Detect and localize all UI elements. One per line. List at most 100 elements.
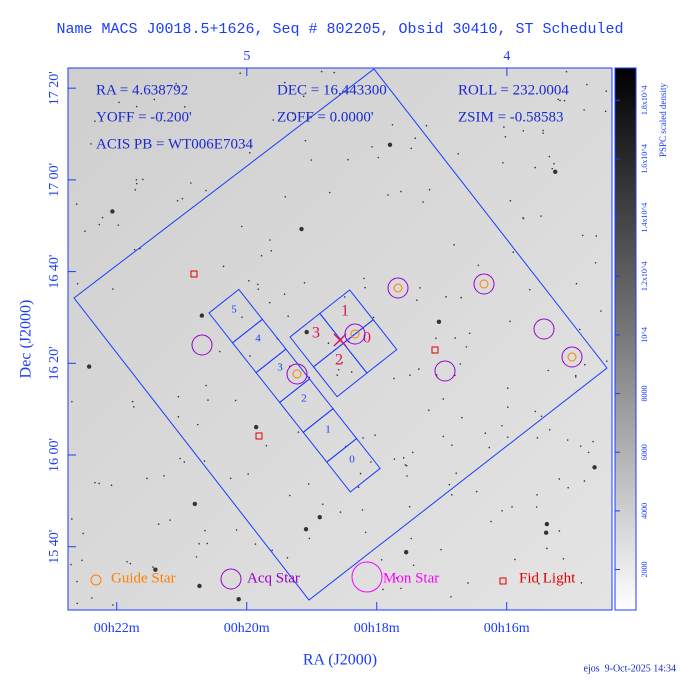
- star-dot: [419, 287, 421, 289]
- star-dot: [94, 120, 96, 122]
- star-dot: [157, 523, 160, 525]
- star-dot: [195, 556, 198, 558]
- star-dot: [509, 320, 511, 323]
- star-dot: [514, 558, 516, 561]
- star-dot: [75, 203, 78, 205]
- x-tick-label: 00h22m: [94, 621, 140, 636]
- star-dot: [292, 119, 295, 121]
- star-dot: [382, 588, 384, 591]
- star-dot: [414, 137, 417, 140]
- y-tick-label: 17 20': [47, 71, 62, 105]
- star-dot: [565, 70, 568, 73]
- star-dot: [445, 295, 447, 298]
- star-dot: [374, 434, 376, 436]
- x2-tick-label: 4: [503, 49, 510, 64]
- info-text: YOFF = -0.200': [96, 109, 192, 125]
- star-dot: [540, 215, 542, 217]
- star-dot: [553, 162, 555, 165]
- star-dot: [90, 143, 92, 145]
- star-dot: [112, 288, 114, 290]
- star-dot: [362, 437, 364, 439]
- star-dot: [179, 457, 181, 460]
- legend-label: Acq Star: [247, 570, 300, 586]
- star-dot: [442, 398, 445, 400]
- star-dot: [586, 83, 588, 86]
- star-dot: [592, 465, 597, 470]
- footer: ejos 9-Oct-2025 14:34: [584, 663, 677, 674]
- star-dot: [587, 451, 590, 454]
- star-dot: [528, 288, 531, 291]
- star-dot: [425, 124, 428, 127]
- star-dot: [328, 191, 331, 194]
- info-text: ROLL = 232.0004: [458, 82, 569, 98]
- star-dot: [206, 542, 209, 545]
- star-dot: [534, 410, 537, 413]
- star-dot: [98, 482, 100, 485]
- star-dot: [428, 409, 430, 411]
- star-dot: [566, 439, 569, 441]
- star-dot: [393, 458, 396, 460]
- star-dot: [501, 509, 503, 512]
- star-dot: [307, 483, 310, 485]
- star-dot: [544, 521, 550, 527]
- star-dot: [574, 374, 577, 377]
- star-dot: [297, 431, 300, 433]
- star-dot: [451, 444, 453, 446]
- star-dot: [412, 564, 415, 567]
- star-dot: [380, 559, 383, 561]
- stars: [190, 270, 583, 440]
- info-text: ACIS PB = WT006E7034: [96, 136, 253, 152]
- star-dot: [205, 189, 207, 192]
- star-dot: [152, 566, 154, 568]
- star-dot: [543, 530, 549, 535]
- star-dot: [118, 101, 120, 104]
- star-dot: [461, 416, 463, 419]
- star-dot: [488, 446, 491, 449]
- star-dot: [222, 265, 225, 268]
- star-dot: [218, 350, 221, 353]
- star-dot: [240, 225, 243, 228]
- star-dot: [161, 112, 164, 114]
- star-dot: [71, 400, 73, 403]
- star-dot: [131, 400, 134, 403]
- star-dot: [542, 132, 544, 134]
- star-dot: [271, 549, 273, 552]
- star-dot: [583, 109, 585, 111]
- legend-label: Guide Star: [111, 570, 176, 586]
- star-dot: [418, 368, 420, 370]
- star-dot: [477, 264, 480, 267]
- star-dot: [190, 182, 192, 184]
- star-dot: [177, 416, 180, 418]
- star-dot: [299, 226, 304, 232]
- star-dot: [183, 461, 186, 463]
- chip-label: 0: [363, 330, 371, 347]
- star-dot: [341, 361, 343, 364]
- star-dot: [76, 580, 78, 583]
- star-dot: [534, 166, 536, 169]
- star-dot: [581, 234, 584, 237]
- star-dot: [460, 296, 462, 299]
- star-dot: [248, 151, 251, 154]
- star-dot: [574, 376, 577, 378]
- star-dot: [557, 98, 559, 101]
- star-dot: [547, 369, 549, 372]
- chip-label: 3: [312, 325, 320, 342]
- star-dot: [302, 95, 305, 98]
- star-dot: [364, 286, 366, 289]
- star-dot: [501, 424, 503, 427]
- star-dot: [198, 542, 200, 545]
- star-dot: [540, 415, 543, 418]
- star-dot: [551, 167, 554, 170]
- chip-label: 4: [255, 333, 261, 345]
- star-dot: [70, 563, 72, 566]
- star-dot: [465, 346, 468, 348]
- star-dot: [272, 119, 275, 121]
- colorbar-tick-label: 10^4: [640, 327, 649, 343]
- star-dot: [84, 230, 86, 232]
- colorbar-tick-label: 1.6x10^4: [640, 144, 649, 174]
- colorbar-tick-label: 1.4x10^4: [640, 203, 649, 233]
- star-dot: [594, 261, 597, 264]
- star-dot: [257, 288, 260, 290]
- star-dot: [579, 328, 581, 331]
- star-dot: [317, 514, 322, 520]
